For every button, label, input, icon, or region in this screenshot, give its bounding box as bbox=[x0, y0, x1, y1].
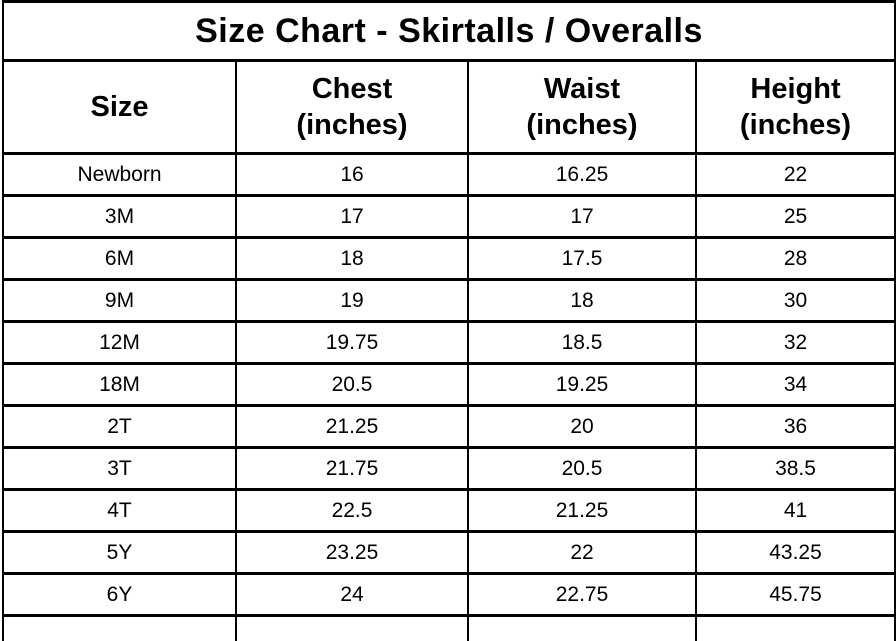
cell-waist: 18 bbox=[468, 280, 696, 322]
cell-chest: 20.5 bbox=[236, 364, 468, 406]
cell-height: 41 bbox=[696, 490, 895, 532]
cell-height: 22 bbox=[696, 154, 895, 196]
cell-chest: 21.25 bbox=[236, 406, 468, 448]
cell-height: 28 bbox=[696, 238, 895, 280]
title-row: Size Chart - Skirtalls / Overalls bbox=[3, 2, 895, 61]
column-header-unit: (inches) bbox=[237, 107, 467, 143]
cell-size: 12M bbox=[3, 322, 236, 364]
cell-chest: 19.75 bbox=[236, 322, 468, 364]
cell-size: 3T bbox=[3, 448, 236, 490]
column-header-waist: Waist (inches) bbox=[468, 61, 696, 154]
cell-size: 4T bbox=[3, 490, 236, 532]
cell-height: 36 bbox=[696, 406, 895, 448]
cell-chest: 22.5 bbox=[236, 490, 468, 532]
cell-size: 6M bbox=[3, 238, 236, 280]
cell-waist: 17.5 bbox=[468, 238, 696, 280]
cell-chest: 16 bbox=[236, 154, 468, 196]
column-header-chest: Chest (inches) bbox=[236, 61, 468, 154]
cell-waist: 18.5 bbox=[468, 322, 696, 364]
column-header-size: Size bbox=[3, 61, 236, 154]
column-header-label: Chest bbox=[312, 73, 393, 105]
cell-waist: 22.75 bbox=[468, 574, 696, 616]
cell-size: 18M bbox=[3, 364, 236, 406]
empty-cell bbox=[468, 616, 696, 641]
cell-chest: 18 bbox=[236, 238, 468, 280]
cell-waist: 19.25 bbox=[468, 364, 696, 406]
cell-size: Newborn bbox=[3, 154, 236, 196]
cell-size: 5Y bbox=[3, 532, 236, 574]
empty-cell bbox=[696, 616, 895, 641]
cell-size: 2T bbox=[3, 406, 236, 448]
column-header-height: Height (inches) bbox=[696, 61, 895, 154]
cell-height: 43.25 bbox=[696, 532, 895, 574]
cell-chest: 24 bbox=[236, 574, 468, 616]
cell-height: 30 bbox=[696, 280, 895, 322]
empty-cell bbox=[3, 616, 236, 641]
cell-height: 25 bbox=[696, 196, 895, 238]
header-row: Size Chest (inches) Waist (inches) Heigh… bbox=[3, 61, 895, 154]
cell-size: 3M bbox=[3, 196, 236, 238]
cell-size: 9M bbox=[3, 280, 236, 322]
cell-size: 6Y bbox=[3, 574, 236, 616]
column-header-label: Waist bbox=[544, 73, 620, 105]
column-header-unit: (inches) bbox=[697, 107, 894, 143]
cell-height: 34 bbox=[696, 364, 895, 406]
cell-waist: 21.25 bbox=[468, 490, 696, 532]
page-title: Size Chart - Skirtalls / Overalls bbox=[3, 2, 895, 61]
cell-height: 32 bbox=[696, 322, 895, 364]
column-header-label: Size bbox=[90, 91, 148, 123]
cell-chest: 17 bbox=[236, 196, 468, 238]
cell-waist: 22 bbox=[468, 532, 696, 574]
column-header-unit: (inches) bbox=[469, 107, 695, 143]
cell-chest: 23.25 bbox=[236, 532, 468, 574]
cell-waist: 17 bbox=[468, 196, 696, 238]
cutoff-empty-row bbox=[3, 616, 895, 641]
column-header-label: Height bbox=[750, 73, 840, 105]
cell-height: 38.5 bbox=[696, 448, 895, 490]
cell-chest: 21.75 bbox=[236, 448, 468, 490]
cell-waist: 20.5 bbox=[468, 448, 696, 490]
cell-chest: 19 bbox=[236, 280, 468, 322]
cell-height: 45.75 bbox=[696, 574, 895, 616]
empty-cell bbox=[236, 616, 468, 641]
cell-waist: 16.25 bbox=[468, 154, 696, 196]
cell-waist: 20 bbox=[468, 406, 696, 448]
